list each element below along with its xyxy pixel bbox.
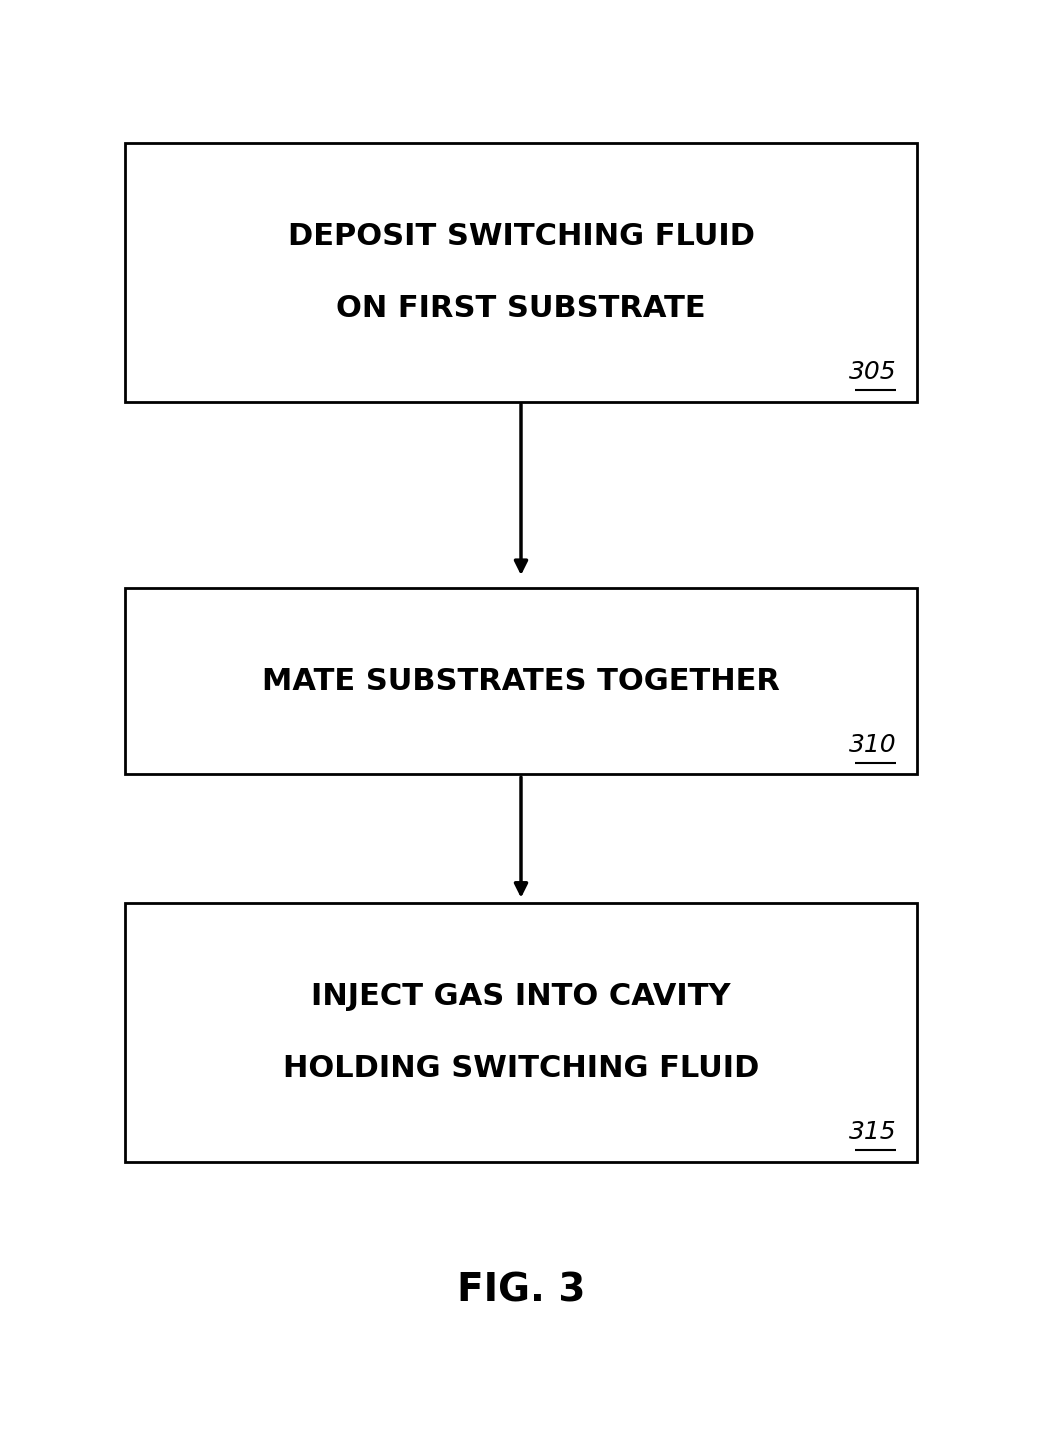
- Text: FIG. 3: FIG. 3: [456, 1272, 586, 1309]
- Bar: [125, 903, 917, 1162]
- Text: ON FIRST SUBSTRATE: ON FIRST SUBSTRATE: [337, 294, 705, 323]
- Text: 310: 310: [848, 733, 896, 757]
- Bar: [125, 143, 917, 402]
- Text: DEPOSIT SWITCHING FLUID: DEPOSIT SWITCHING FLUID: [288, 222, 754, 251]
- Text: INJECT GAS INTO CAVITY: INJECT GAS INTO CAVITY: [312, 982, 730, 1011]
- Bar: [125, 588, 917, 774]
- Text: MATE SUBSTRATES TOGETHER: MATE SUBSTRATES TOGETHER: [262, 667, 780, 695]
- Text: 305: 305: [848, 360, 896, 384]
- Text: HOLDING SWITCHING FLUID: HOLDING SWITCHING FLUID: [282, 1054, 760, 1083]
- Text: 315: 315: [848, 1120, 896, 1144]
